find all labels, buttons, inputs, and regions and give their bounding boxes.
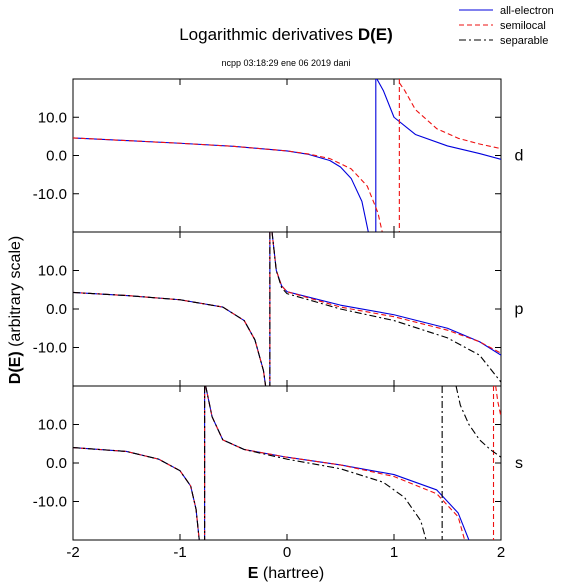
panel-d: 10.0 0.0 -10.0 d <box>33 78 524 233</box>
series-all-electron-s-1 <box>205 386 470 540</box>
legend-label-all-electron: all-electron <box>500 5 554 17</box>
x-tick-label: 1 <box>390 544 398 561</box>
y-tick-label: 10.0 <box>38 263 67 280</box>
y-tick-label: -10.0 <box>33 340 67 357</box>
y-tick-label: 0.0 <box>46 455 67 472</box>
series-semilocal-p-3 <box>271 232 501 354</box>
series-separable-s-6 <box>205 386 427 540</box>
chart-subtitle: ncpp 03:18:29 ene 06 2019 dani <box>221 58 350 68</box>
x-tick-label: 0 <box>283 544 291 561</box>
legend-label-separable: separable <box>500 35 548 47</box>
series-group <box>73 79 501 232</box>
panel-frame <box>72 231 502 387</box>
x-tick-labels: -2 -1 0 1 2 <box>66 544 505 561</box>
series-all-electron-d-0 <box>73 137 369 232</box>
series-group <box>73 232 501 386</box>
panels: 10.0 0.0 -10.0 d 10.0 0.0 -10.0 p 10.0 0.0 -10.0 s <box>33 78 524 541</box>
series-separable-s-7 <box>455 386 501 458</box>
panel-frame <box>72 78 502 233</box>
panel-p: 10.0 0.0 -10.0 p <box>33 231 524 387</box>
y-axis-label: D(E) (arbitrary scale) <box>7 236 24 384</box>
legend: all-electron semilocal separable <box>459 5 554 47</box>
series-semilocal-p-2 <box>73 291 267 386</box>
x-tick-label: 2 <box>497 544 505 561</box>
series-semilocal-s-4 <box>495 386 501 417</box>
series-semilocal-d-2 <box>73 137 383 232</box>
chart-title: Logarithmic derivatives D(E) <box>179 25 393 44</box>
panel-label-p: p <box>515 301 524 318</box>
panel-s: 10.0 0.0 -10.0 s <box>33 385 523 541</box>
y-tick-label: 10.0 <box>38 109 67 126</box>
x-axis-label: E (hartree) <box>248 565 324 582</box>
series-all-electron-s-0 <box>73 447 200 540</box>
series-group <box>73 386 501 540</box>
series-semilocal-d-3 <box>398 82 501 150</box>
panel-frame <box>72 385 502 541</box>
y-tick-label: -10.0 <box>33 494 67 511</box>
y-tick-label: 0.0 <box>46 301 67 318</box>
panel-label-d: d <box>515 148 524 165</box>
y-tick-label: 0.0 <box>46 148 67 165</box>
series-separable-p-4 <box>73 291 267 386</box>
series-semilocal-s-3 <box>205 386 466 540</box>
legend-label-semilocal: semilocal <box>500 20 546 32</box>
series-separable-p-5 <box>271 232 501 383</box>
x-tick-label: -1 <box>173 544 186 561</box>
series-separable-s-5 <box>73 447 200 540</box>
series-semilocal-s-2 <box>73 447 200 540</box>
series-all-electron-p-0 <box>73 291 267 386</box>
y-tick-label: 10.0 <box>38 417 67 434</box>
series-all-electron-d-1 <box>376 79 501 160</box>
y-tick-label: -10.0 <box>33 186 67 203</box>
x-tick-label: -2 <box>66 544 79 561</box>
panel-label-s: s <box>515 455 523 472</box>
